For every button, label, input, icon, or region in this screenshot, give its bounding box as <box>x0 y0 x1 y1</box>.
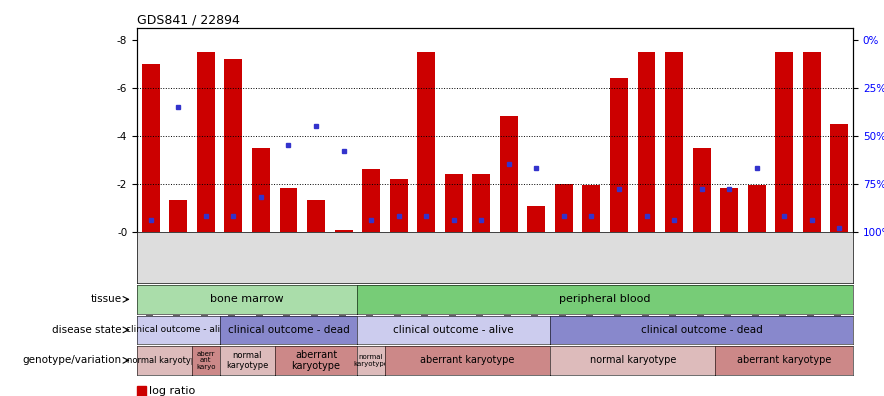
Text: genotype/variation: genotype/variation <box>23 355 122 366</box>
Bar <box>225 59 242 232</box>
Text: clinical outcome - dead: clinical outcome - dead <box>641 325 763 335</box>
Bar <box>830 124 849 232</box>
Text: tissue: tissue <box>91 294 122 305</box>
Bar <box>499 116 518 232</box>
Bar <box>637 52 655 232</box>
Text: log ratio: log ratio <box>149 386 195 396</box>
Bar <box>748 185 766 232</box>
Text: aberrant karyotype: aberrant karyotype <box>737 355 831 366</box>
Bar <box>528 206 545 232</box>
Bar <box>335 230 353 232</box>
Bar <box>775 52 793 232</box>
Text: aberrant karyotype: aberrant karyotype <box>420 355 514 366</box>
Bar <box>720 188 738 232</box>
Text: GDS841 / 22894: GDS841 / 22894 <box>137 13 240 27</box>
Bar <box>307 200 325 232</box>
Bar <box>252 148 270 232</box>
Text: normal
karyotype: normal karyotype <box>226 351 269 370</box>
Bar <box>693 148 711 232</box>
Text: aberrant
karyotype: aberrant karyotype <box>292 350 340 371</box>
Text: clinical outcome - dead: clinical outcome - dead <box>227 325 349 335</box>
Bar <box>170 200 187 232</box>
Bar <box>137 386 146 396</box>
Bar <box>803 52 820 232</box>
Bar <box>362 169 380 232</box>
Bar <box>197 52 215 232</box>
Bar <box>279 188 297 232</box>
Bar <box>583 185 600 232</box>
Text: peripheral blood: peripheral blood <box>560 294 651 305</box>
Bar <box>472 174 491 232</box>
Bar <box>417 52 435 232</box>
Bar <box>141 64 160 232</box>
Text: bone marrow: bone marrow <box>210 294 284 305</box>
Text: normal karyotype: normal karyotype <box>590 355 676 366</box>
Bar <box>390 179 408 232</box>
Bar <box>610 78 628 232</box>
Text: aberr
ant
karyo: aberr ant karyo <box>196 351 216 370</box>
Text: disease state: disease state <box>52 325 122 335</box>
Text: normal
karyotype: normal karyotype <box>354 354 389 367</box>
Text: clinical outcome - alive: clinical outcome - alive <box>126 326 231 334</box>
Text: normal karyotype: normal karyotype <box>127 356 202 365</box>
Bar <box>555 184 573 232</box>
Text: clinical outcome - alive: clinical outcome - alive <box>393 325 514 335</box>
Bar <box>445 174 462 232</box>
Bar <box>665 52 683 232</box>
